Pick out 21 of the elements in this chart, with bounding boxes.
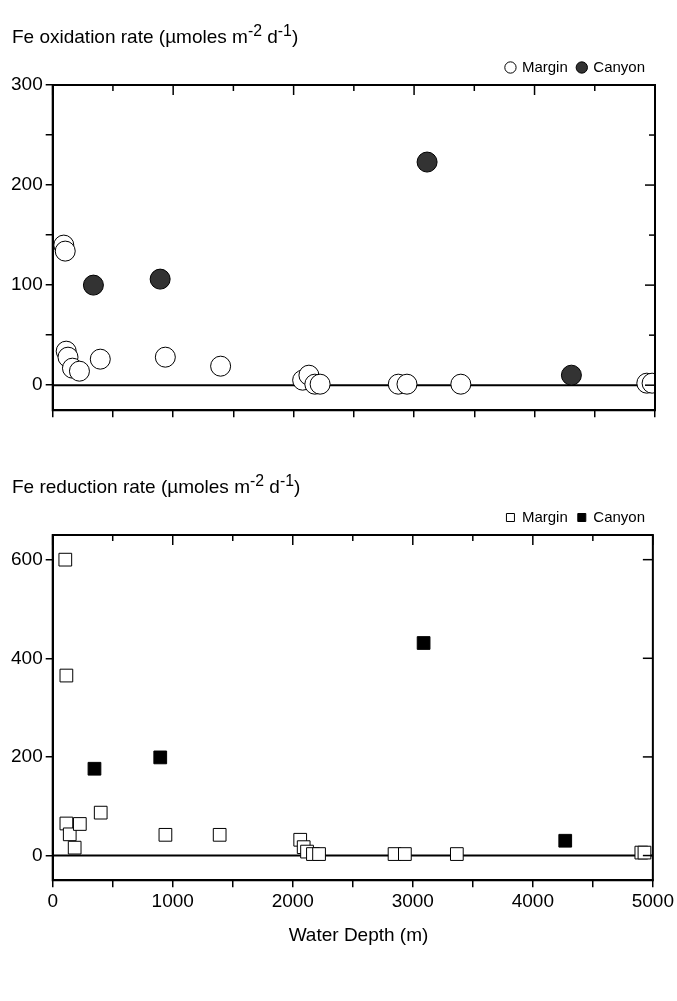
legend-label: Margin [521,57,568,75]
y-tick-label: 300 [11,73,43,95]
x-tick-label: 0 [47,889,58,911]
y-tick-label: 200 [11,173,43,195]
legend-label: Margin [521,507,568,525]
x-tick-label: 1000 [151,889,194,911]
y-tick-label: 100 [11,273,43,295]
y-tick-label: 0 [32,373,43,395]
y-tick-label: 600 [11,547,43,569]
y-tick-label: 0 [32,843,43,865]
y-tick-label: 200 [11,745,43,767]
legend-label: Canyon [593,57,645,75]
x-tick-label: 2000 [271,889,314,911]
y-tick-label: 400 [11,646,43,668]
legend-label: Canyon [593,507,645,525]
x-tick-label: 3000 [391,889,434,911]
chart-title: Fe oxidation rate (µmoles m$^{-2}$ d$^{-1}$) [11,21,300,50]
x-tick-label: 4000 [511,889,554,911]
x-tick-label: 5000 [631,889,675,911]
x-axis-title: Water Depth (m) [287,924,430,946]
chart-title: Fe reduction rate (µmoles m$^{-2}$ d$^{-1}$) [11,471,302,500]
